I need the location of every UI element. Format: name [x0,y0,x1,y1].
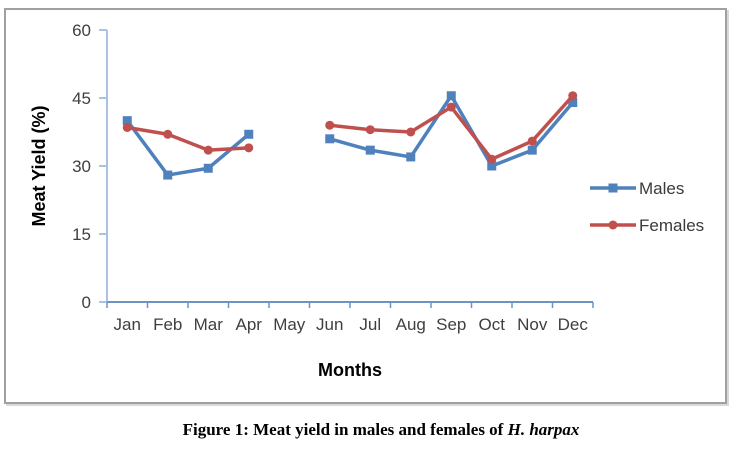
x-tick-label: Dec [558,315,589,334]
x-tick-label: Oct [479,315,506,334]
marker-females [122,122,132,132]
marker-females [527,136,537,146]
x-tick-label: Feb [153,315,182,334]
legend-marker-females [608,220,618,230]
y-axis-title: Meat Yield (%) [29,105,49,226]
marker-males [365,145,375,155]
marker-females [163,129,173,139]
marker-males [122,116,132,126]
legend-label-females: Females [639,216,704,235]
x-tick-label: Mar [194,315,224,334]
marker-males [487,161,497,171]
y-tick-label: 60 [72,21,91,40]
x-tick-label: Jun [316,315,343,334]
legend-marker-males [608,183,618,193]
legend-label-males: Males [639,179,684,198]
marker-males [244,129,254,139]
marker-males [163,170,173,180]
marker-females [325,120,335,130]
caption-species: H. harpax [507,420,580,439]
marker-males [568,98,578,108]
marker-females [568,91,578,101]
x-tick-label: Jan [114,315,141,334]
x-tick-label: Aug [396,315,426,334]
x-tick-label: Jul [359,315,381,334]
marker-females [446,102,456,112]
x-tick-label: Nov [517,315,548,334]
y-tick-label: 15 [72,225,91,244]
marker-females [365,125,375,135]
x-tick-label: Sep [436,315,466,334]
y-tick-label: 30 [72,157,91,176]
chart: 0 15 30 45 60 Jan Feb Mar Apr May Jun Jul Aug Sep Oct N… [4,8,727,404]
y-tick-label: 45 [72,89,91,108]
marker-males [325,134,335,144]
marker-females [244,143,254,153]
marker-males [406,152,416,162]
caption-text: Figure 1: Meat yield in males and female… [182,420,508,439]
y-tick-label: 0 [82,293,91,312]
series-line-females [126,125,249,152]
x-tick-label: May [273,315,306,334]
marker-males [446,91,456,101]
marker-males [203,163,213,173]
x-tick-label: Apr [236,315,263,334]
series-line-males [125,119,250,177]
chart-canvas: 0 15 30 45 60 Jan Feb Mar Apr May Jun Jul Aug Sep Oct N… [29,21,704,380]
marker-females [203,145,213,155]
figure-caption: Figure 1: Meat yield in males and female… [14,420,734,440]
marker-females [406,127,416,137]
marker-males [527,145,537,155]
x-axis-title: Months [318,360,382,380]
marker-females [487,154,497,164]
